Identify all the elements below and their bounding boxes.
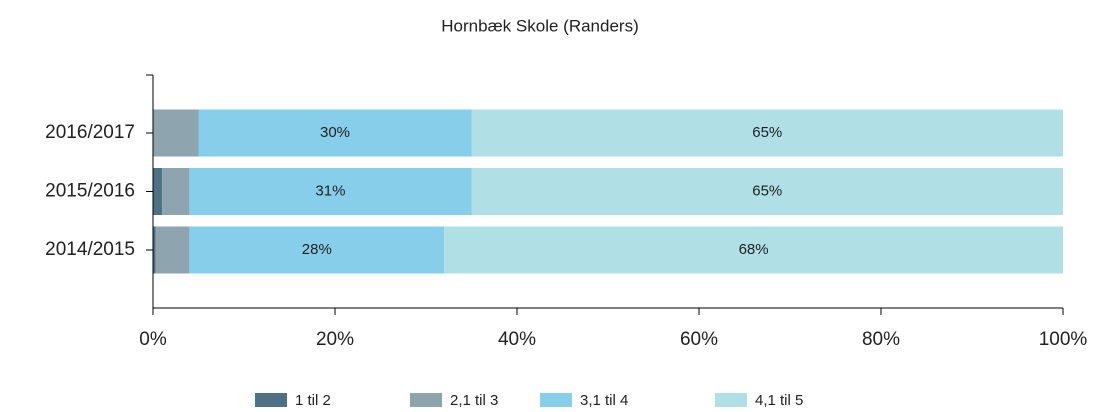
x-tick-label: 80%	[862, 329, 900, 350]
bar-segment	[162, 168, 190, 215]
bar-segment	[198, 109, 472, 157]
legend-label: 2,1 til 3	[450, 392, 498, 409]
legend-label: 1 til 2	[295, 392, 331, 409]
data-label: 65%	[752, 182, 782, 199]
x-tick-label: 0%	[139, 329, 167, 350]
bar-segment	[471, 168, 1063, 215]
bar-segment	[153, 226, 156, 274]
legend-label: 3,1 til 4	[580, 392, 628, 409]
x-tick-label: 20%	[316, 329, 354, 350]
y-tick-label: 2015/2016	[45, 181, 135, 202]
data-label: 28%	[302, 241, 332, 258]
bar-segment	[153, 168, 163, 215]
data-label: 30%	[320, 124, 350, 141]
legend-swatch	[540, 393, 572, 407]
legend-swatch	[255, 393, 287, 407]
bar-segment	[471, 109, 1063, 157]
legend-swatch	[715, 393, 747, 407]
bar-segment	[189, 226, 445, 274]
chart-title: Hornbæk Skole (Randers)	[441, 16, 638, 35]
x-tick-label: 100%	[1039, 329, 1088, 350]
data-label: 68%	[739, 241, 769, 258]
bar-segment	[153, 109, 199, 157]
x-tick-label: 60%	[680, 329, 718, 350]
y-tick-label: 2016/2017	[45, 122, 135, 143]
bar-segment	[155, 226, 190, 274]
legend-swatch	[410, 393, 442, 407]
y-tick-label: 2014/2015	[45, 239, 135, 260]
bar-segment	[189, 168, 472, 215]
data-label: 65%	[752, 124, 782, 141]
x-tick-label: 40%	[498, 329, 536, 350]
data-label: 31%	[315, 182, 345, 199]
bar-segment	[444, 226, 1063, 274]
legend-label: 4,1 til 5	[755, 392, 803, 409]
